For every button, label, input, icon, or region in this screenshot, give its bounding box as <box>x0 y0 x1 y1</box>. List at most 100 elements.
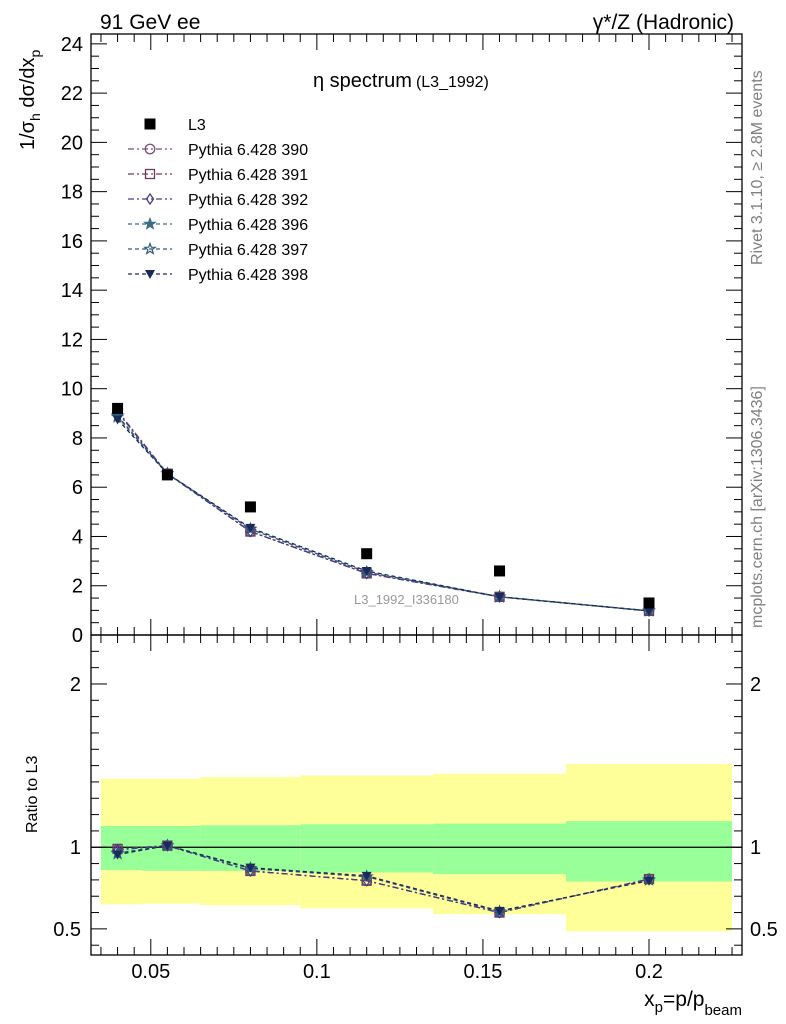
xtick-label: 0.1 <box>303 961 331 983</box>
ytick-label: 12 <box>61 329 83 351</box>
ylabel-part-1: 1/σ <box>17 120 39 150</box>
ratio-point-pythia-398-0 <box>112 850 123 860</box>
legend-label: Pythia 6.428 390 <box>188 142 308 159</box>
legend-entry-pythia-392: Pythia 6.428 392 <box>128 192 308 209</box>
legend-entry-pythia-398: Pythia 6.428 398 <box>128 267 308 284</box>
ratio-ytick-label-right: 1 <box>750 837 761 859</box>
ratio-ylabel: Ratio to L3 <box>24 756 41 833</box>
ratio-panel: 0.5 0.5 1 1 2 2 0.05 0.1 0.15 0.2 Ratio to L3 xp=… <box>24 634 778 1019</box>
legend-entry-pythia-390: Pythia 6.428 390 <box>128 142 308 159</box>
xlabel-part-1: x <box>644 988 655 1011</box>
point-pythia-398-5 <box>644 606 654 616</box>
header-left: 91 GeV ee <box>100 11 200 34</box>
ratio-point-pythia-398-3 <box>361 871 372 881</box>
ratio-point-pythia-398-2 <box>245 863 256 873</box>
markers-pythia-391 <box>112 405 655 617</box>
ratio-plot-area <box>91 763 742 932</box>
ytick-label: 0 <box>72 625 83 647</box>
legend-label: Pythia 6.428 397 <box>188 242 308 259</box>
xlabel-part-2: p <box>655 999 663 1016</box>
ytick-label: 10 <box>61 379 83 401</box>
ratio-point-pythia-398-4 <box>494 906 505 916</box>
legend-marker <box>144 168 156 180</box>
markers-pythia-390 <box>112 406 655 617</box>
point-pythia-398-2 <box>245 523 256 533</box>
header-right: γ*/Z (Hadronic) <box>593 11 734 34</box>
xtick-label: 0.05 <box>131 961 170 983</box>
legend-marker <box>143 241 157 255</box>
band-inner-3 <box>300 824 434 873</box>
ratio-ytick-label: 1 <box>70 837 81 859</box>
watermark: L3_1992_I336180 <box>354 592 459 607</box>
main-ylabel: 1/σh dσ/dxp <box>17 49 43 150</box>
ratio-axis-ticks: 0.5 0.5 1 1 2 2 0.05 0.1 0.15 0.2 <box>53 635 778 983</box>
ylabel-part-4: p <box>27 49 43 57</box>
point-pythia-398-4 <box>494 592 505 602</box>
point-l3-2 <box>244 501 256 513</box>
main-title: η spectrum (L3_1992) <box>313 70 489 92</box>
markers-pythia-398 <box>112 415 654 616</box>
legend-marker <box>143 216 157 230</box>
ytick-label: 14 <box>61 280 83 302</box>
point-pythia-398-3 <box>361 566 372 576</box>
series-pythia-391 <box>117 410 650 612</box>
xtick-label: 0.15 <box>463 961 502 983</box>
line-pythia-397 <box>117 415 650 612</box>
markers-pythia-397 <box>110 408 656 617</box>
legend-marker <box>144 143 156 155</box>
main-plot-area <box>110 402 656 617</box>
legend-marker <box>145 192 155 206</box>
markers-l3 <box>112 402 655 609</box>
markers-pythia-396 <box>110 409 656 617</box>
series-pythia-398 <box>117 419 650 612</box>
ylabel-part-2: h <box>27 113 43 121</box>
legend-label: Pythia 6.428 396 <box>188 217 308 234</box>
point-l3-1 <box>161 469 173 481</box>
point-l3-4 <box>494 565 506 577</box>
point-l3-0 <box>112 402 124 414</box>
legend-entry-pythia-396: Pythia 6.428 396 <box>128 216 308 234</box>
ytick-label: 8 <box>72 428 83 450</box>
ytick-label: 20 <box>61 132 83 154</box>
ratio-line-pythia-398 <box>117 844 650 912</box>
series-pythia-397 <box>117 415 650 612</box>
rivet-label: Rivet 3.1.10, ≥ 2.8M events <box>749 70 766 265</box>
ratio-point-pythia-398-1 <box>162 841 173 851</box>
point-pythia-398-0 <box>112 415 123 425</box>
legend: L3 Pythia 6.428 390 Pythia 6.428 391 Pythia… <box>128 117 308 284</box>
ytick-label: 24 <box>61 34 83 56</box>
ytick-label: 22 <box>61 83 83 105</box>
point-l3-5 <box>643 597 655 609</box>
legend-label: Pythia 6.428 398 <box>188 267 308 284</box>
band-inner-5 <box>565 821 733 882</box>
ratio-ytick-label-right: 0.5 <box>750 919 778 941</box>
ratio-ytick-label: 2 <box>70 674 81 696</box>
legend-marker <box>144 118 156 130</box>
ytick-label: 6 <box>72 477 83 499</box>
ylabel-part-3: dσ/dx <box>17 57 39 113</box>
point-l3-3 <box>361 548 373 560</box>
line-pythia-390 <box>117 411 650 612</box>
ratio-point-pythia-398-5 <box>644 876 654 886</box>
series-pythia-396 <box>117 416 650 612</box>
band-inner-4 <box>433 823 566 875</box>
ytick-label: 16 <box>61 231 83 253</box>
ratio-ytick-label: 0.5 <box>53 919 81 941</box>
legend-marker <box>145 270 155 279</box>
line-pythia-396 <box>117 416 650 612</box>
markers-pythia-392 <box>113 405 654 617</box>
legend-entry-l3: L3 <box>144 117 206 134</box>
xlabel: xp=p/pbeam <box>644 988 742 1019</box>
series-pythia-392 <box>117 411 650 612</box>
legend-entry-pythia-391: Pythia 6.428 391 <box>128 167 308 184</box>
line-pythia-391 <box>117 410 650 612</box>
line-pythia-398 <box>117 419 650 612</box>
series-pythia-390 <box>117 411 650 612</box>
main-title-text: η spectrum <box>313 70 412 92</box>
xlabel-part-3: =p/p <box>663 988 704 1011</box>
mcplots-label: mcplots.cern.ch [arXiv:1306.3436] <box>749 386 766 628</box>
ytick-label: 4 <box>72 526 83 548</box>
